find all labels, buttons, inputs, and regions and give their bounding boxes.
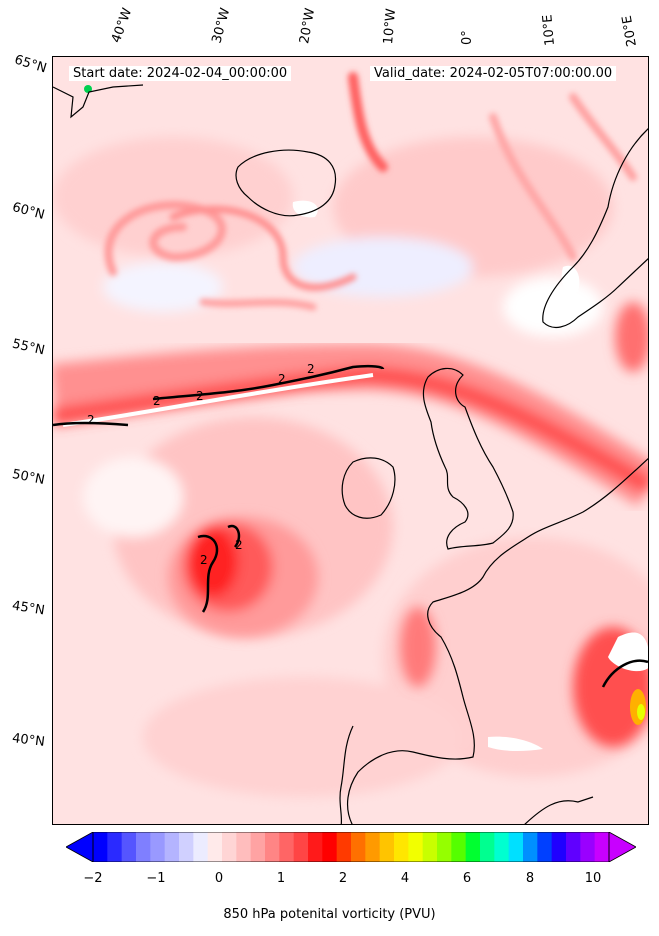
colorbar-swatch (465, 832, 481, 862)
colorbar-swatch (523, 832, 538, 862)
colorbar-swatch (322, 832, 338, 862)
colorbar-tick: 10 (584, 871, 602, 886)
colorbar-swatch (494, 832, 510, 862)
pv-2-contours (53, 364, 648, 688)
colorbar-swatch (236, 832, 252, 862)
scandinavia-coast (542, 128, 648, 329)
contour-jet (152, 364, 385, 401)
contour-max-a (197, 534, 219, 613)
lat-tick-60n: 60°N (10, 200, 47, 223)
colorbar-tick: 6 (462, 871, 472, 886)
colorbar-swatch (279, 832, 295, 862)
colorbar-swatch (566, 832, 581, 862)
contour-label-max-b: 2 (235, 538, 243, 552)
lon-tick-40w: 40°W (108, 6, 136, 45)
lat-tick-45n: 45°N (11, 598, 46, 619)
colorbar-swatch (222, 832, 237, 862)
colorbar-swatch (107, 832, 123, 862)
colorbar-swatch (480, 832, 495, 862)
greenland-coast (53, 84, 144, 119)
contour-label-jet-a: 2 (153, 394, 161, 408)
colorbar-swatch (580, 832, 596, 862)
colorbar-swatch (508, 832, 524, 862)
start-date-label: Start date: 2024-02-04_00:00:00 (69, 66, 292, 81)
colorbar-swatch (365, 832, 381, 862)
lat-tick-65n: 65°N (12, 52, 49, 77)
pv-streaks (104, 72, 637, 311)
contour-label-jet-c: 2 (278, 372, 286, 386)
colorbar-swatch (351, 832, 366, 862)
contour-label-max-a: 2 (200, 553, 208, 567)
great-britain-coast (422, 367, 514, 550)
contour-label-jet-b: 2 (196, 389, 204, 403)
colorbar-swatch (379, 832, 395, 862)
lat-tick-55n: 55°N (10, 336, 47, 359)
colorbar-swatch (308, 832, 323, 862)
colorbar-swatch (551, 832, 567, 862)
contour-label-west: 2 (87, 413, 95, 427)
valid-date-label: Valid_date: 2024-02-05T07:00:00.00 (370, 66, 617, 81)
colorbar-swatch (93, 832, 108, 862)
coastlines (53, 84, 648, 824)
lon-tick-10w: 10°W (381, 7, 400, 45)
colorbar-tick: 0 (214, 871, 224, 886)
colorbar-swatch (336, 832, 352, 862)
colorbar-swatch (250, 832, 266, 862)
colorbar-tick: 8 (525, 871, 535, 886)
lon-tick-30w: 30°W (209, 6, 234, 45)
lat-tick-40n: 40°N (11, 731, 46, 750)
contour-west (53, 421, 129, 427)
contour-label-jet-d: 2 (307, 362, 315, 376)
map-panel (52, 56, 649, 825)
colorbar-border (92, 832, 610, 862)
colorbar-swatch (150, 832, 166, 862)
colorbar (66, 832, 636, 862)
colorbar-swatch (422, 832, 438, 862)
colorbar-tick: −2 (83, 871, 103, 886)
lon-tick-0: 0° (460, 30, 475, 45)
colorbar-swatch (207, 832, 223, 862)
high-pv-spot (84, 85, 646, 725)
iceland-coast (235, 149, 337, 217)
contour-east (601, 659, 648, 688)
colorbar-tick: 2 (338, 871, 348, 886)
colorbar-swatch (121, 832, 137, 862)
lon-tick-20e: 20°E (619, 14, 640, 48)
colorbar-min-extend (66, 832, 94, 862)
jet-core-white (62, 373, 374, 427)
colorbar-swatch (179, 832, 194, 862)
colorbar-swatch (451, 832, 467, 862)
colorbar-max-extend (608, 832, 636, 862)
colorbar-tick: 1 (276, 871, 286, 886)
colorbar-tick: −1 (146, 871, 166, 886)
iberia-coast (339, 725, 354, 824)
colorbar-swatch (408, 832, 424, 862)
colorbar-swatch (265, 832, 280, 862)
colorbar-swatch (437, 832, 452, 862)
lat-tick-50n: 50°N (10, 467, 46, 488)
mediterranean-coast (524, 796, 594, 824)
europe-coast (346, 458, 648, 824)
colorbar-swatch (193, 832, 209, 862)
colorbar-label: 850 hPa potenital vorticity (PVU) (223, 907, 436, 922)
colorbar-swatch (136, 832, 151, 862)
colorbar-tick: 4 (400, 871, 410, 886)
ireland-coast (341, 457, 396, 519)
colorbar-swatch (293, 832, 309, 862)
lon-tick-10e: 10°E (540, 13, 558, 47)
contour-max-b (227, 524, 241, 548)
colorbar-swatch (537, 832, 553, 862)
lon-tick-20w: 20°W (297, 7, 319, 46)
pv-map (53, 57, 648, 824)
colorbar-swatch (394, 832, 409, 862)
colorbar-swatch (164, 832, 180, 862)
colorbar-swatch (594, 832, 610, 862)
